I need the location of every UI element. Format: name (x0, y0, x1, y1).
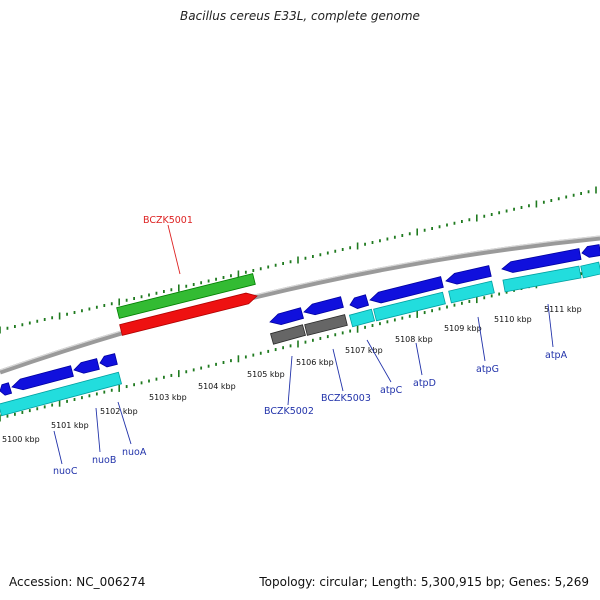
cyan-feature (502, 265, 582, 293)
backbone (0, 235, 600, 375)
gene-label-atpd: atpD (413, 378, 436, 389)
kbp-label: 5110 kbp (494, 315, 532, 324)
cyan-feature (348, 308, 376, 328)
kbp-label: 5108 kbp (395, 335, 433, 344)
cds-feature (11, 365, 74, 391)
tick-marks (0, 186, 597, 422)
map-title: Bacillus cereus E33L, complete genome (180, 9, 420, 23)
leader-line (547, 303, 554, 348)
cds-feature (349, 294, 370, 309)
cds-feature (269, 307, 304, 326)
cyan-feature (448, 280, 495, 304)
cds-feature (73, 358, 100, 374)
cds-feature (99, 353, 118, 368)
kbp-label: 5107 kbp (345, 346, 383, 355)
genome-summary: Topology: circular; Length: 5,300,915 bp… (259, 575, 589, 589)
rna-feature-green (116, 273, 256, 319)
kbp-labels: 5100 kbp 5101 kbp 5102 kbp 5103 kbp 5104 kbp… (2, 305, 582, 444)
leader-line (95, 407, 101, 453)
leader-line (53, 430, 63, 465)
gene-labels: BCZK5001 nuoC nuoB nuoA BCZK5002 BCZK5003 atpC… (53, 215, 568, 477)
gene-label-atpc: atpC (380, 385, 403, 396)
cds-feature (369, 276, 444, 304)
backbone-highlight (0, 235, 600, 371)
leader-line (167, 224, 181, 275)
leader-line (415, 342, 423, 376)
leader-line (366, 339, 392, 383)
gene-label-bczk5002: BCZK5002 (264, 406, 314, 417)
cds-feature (0, 382, 13, 396)
cds-feature (581, 244, 600, 258)
backbone-line (0, 235, 600, 375)
leader-line (332, 348, 344, 392)
kbp-label: 5102 kbp (100, 407, 138, 416)
cds-feature (303, 296, 344, 316)
cds-feature (445, 265, 492, 285)
leader-line (117, 401, 132, 445)
rna-feature-red (119, 292, 258, 336)
gene-label-nuob: nuoB (92, 455, 116, 466)
gray-feature (304, 314, 348, 336)
cyan-feature (0, 371, 123, 417)
gene-label-nuoc: nuoC (53, 466, 78, 477)
cyan-feature (580, 261, 600, 279)
kbp-label: 5109 kbp (444, 324, 482, 333)
leader-line (477, 316, 486, 362)
gene-label-bczk5001: BCZK5001 (143, 215, 193, 226)
kbp-label: 5101 kbp (51, 421, 89, 430)
leader-line (287, 355, 293, 406)
cyan-feature (373, 291, 446, 322)
gene-label-atpg: atpG (476, 364, 499, 375)
accession-text: Accession: NC_006274 (9, 575, 146, 589)
kbp-label: 5100 kbp (2, 435, 40, 444)
gene-label-atpa: atpA (545, 350, 568, 361)
kbp-label: 5106 kbp (296, 358, 334, 367)
feature-layer (0, 244, 600, 417)
cds-feature (501, 248, 582, 273)
kbp-label: 5105 kbp (247, 370, 285, 379)
gray-feature (270, 324, 306, 345)
kbp-label: 5103 kbp (149, 393, 187, 402)
kbp-label: 5104 kbp (198, 382, 236, 391)
gene-label-bczk5003: BCZK5003 (321, 393, 371, 404)
kbp-label: 5111 kbp (544, 305, 582, 314)
gene-label-nuoa: nuoA (122, 447, 147, 458)
